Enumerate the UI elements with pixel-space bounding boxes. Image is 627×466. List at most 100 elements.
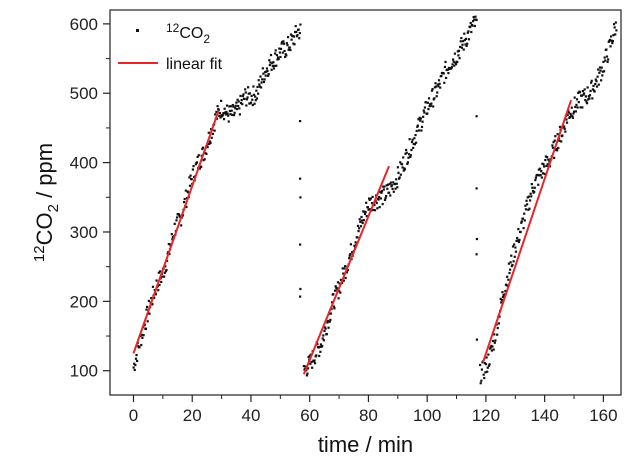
data-point	[369, 197, 372, 200]
data-point	[558, 139, 561, 142]
data-point	[180, 224, 183, 227]
data-point	[274, 52, 277, 55]
data-point	[501, 291, 504, 294]
data-point	[527, 195, 530, 198]
data-point	[229, 105, 233, 108]
data-point	[450, 66, 454, 69]
data-point	[324, 327, 327, 330]
data-point	[587, 98, 590, 101]
data-point	[319, 343, 323, 346]
data-point	[463, 32, 466, 35]
data-point	[500, 299, 503, 302]
data-point	[266, 69, 269, 73]
data-point	[254, 95, 257, 98]
data-point	[597, 83, 600, 86]
data-point	[264, 74, 267, 77]
data-point	[165, 259, 169, 262]
data-point	[144, 327, 148, 331]
data-point	[375, 201, 378, 205]
data-point	[365, 201, 368, 204]
data-point	[357, 230, 360, 233]
data-point	[470, 30, 473, 34]
data-point	[475, 338, 479, 341]
data-point	[521, 217, 525, 220]
data-point	[368, 198, 371, 201]
data-point	[283, 49, 286, 53]
data-point	[511, 263, 514, 267]
data-point	[573, 96, 576, 99]
data-point	[473, 24, 476, 28]
data-point	[296, 34, 299, 37]
data-point	[164, 270, 167, 273]
data-point	[353, 244, 356, 247]
data-point	[422, 109, 425, 112]
data-point	[218, 111, 222, 115]
data-point	[520, 221, 523, 224]
fit-line	[302, 165, 390, 375]
data-point	[262, 72, 265, 75]
data-point	[188, 176, 191, 179]
data-point	[220, 99, 223, 102]
data-point	[306, 372, 309, 375]
data-point	[456, 60, 459, 64]
data-point	[269, 53, 273, 57]
x-tick-label: 80	[359, 406, 378, 425]
data-point	[378, 196, 381, 199]
data-point	[150, 297, 153, 300]
data-point	[437, 85, 440, 88]
data-point	[359, 225, 363, 228]
data-point	[574, 110, 577, 113]
data-point	[544, 158, 547, 162]
data-point	[582, 93, 585, 96]
data-point	[348, 257, 351, 260]
x-tick-label: 60	[300, 406, 319, 425]
data-point	[405, 148, 408, 152]
data-point	[271, 65, 274, 68]
data-point	[221, 113, 224, 116]
data-point	[259, 75, 262, 78]
data-point	[237, 104, 240, 108]
data-point	[164, 265, 167, 268]
data-point	[427, 97, 431, 100]
data-point	[578, 91, 582, 94]
data-point	[322, 334, 325, 337]
data-point	[399, 173, 402, 176]
data-point	[420, 125, 424, 128]
data-point	[531, 189, 535, 193]
data-point	[268, 59, 271, 62]
data-point	[335, 287, 338, 290]
data-point	[252, 85, 255, 88]
data-point	[192, 175, 196, 179]
fit-lines	[132, 99, 573, 375]
data-point	[402, 169, 405, 172]
data-point	[541, 162, 544, 165]
axes: 0 20 40 60 80 100 120 140 160 100 200 300 400 500 600	[70, 9, 622, 425]
data-point	[232, 105, 235, 108]
data-point	[325, 332, 328, 336]
data-point	[187, 191, 190, 194]
data-point	[244, 88, 247, 91]
data-point	[423, 111, 426, 114]
data-point	[486, 366, 489, 369]
data-point	[417, 129, 421, 132]
legend-marker-scatter	[136, 29, 139, 32]
data-point	[528, 199, 532, 202]
fit-line	[132, 110, 220, 354]
data-point	[605, 48, 608, 51]
data-point	[501, 295, 505, 299]
data-point	[558, 125, 562, 129]
data-point	[500, 301, 503, 304]
data-point	[577, 100, 580, 104]
data-point	[415, 129, 418, 133]
data-point	[247, 86, 250, 89]
data-point	[206, 146, 209, 149]
data-point	[272, 67, 276, 70]
data-point	[603, 56, 606, 59]
data-point	[614, 21, 617, 24]
data-point	[262, 80, 266, 84]
data-point	[570, 114, 573, 117]
data-point	[358, 227, 361, 230]
data-point	[207, 131, 210, 134]
data-point	[382, 185, 385, 188]
data-point	[431, 88, 434, 91]
